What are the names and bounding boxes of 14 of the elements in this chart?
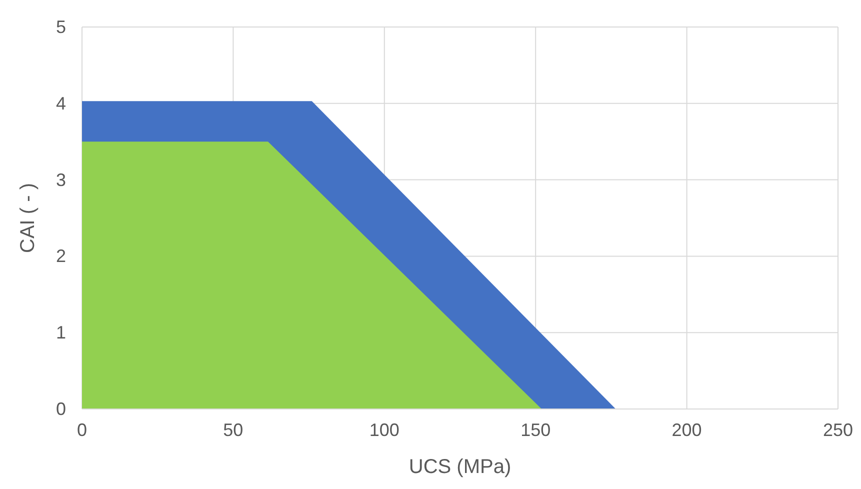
- y-tick-label: 0: [56, 399, 66, 419]
- y-tick-label: 3: [56, 170, 66, 190]
- x-tick-label: 50: [223, 420, 244, 440]
- y-tick-label: 2: [56, 246, 66, 266]
- x-tick-label: 200: [672, 420, 702, 440]
- x-tick-label: 100: [369, 420, 400, 440]
- y-tick-label: 5: [56, 17, 66, 37]
- y-axis-title: CAI ( - ): [17, 183, 39, 253]
- x-axis-title: UCS (MPa): [408, 456, 512, 478]
- y-tick-label: 4: [56, 93, 66, 114]
- x-tick-label: 0: [76, 420, 88, 440]
- x-tick-label: 250: [822, 420, 854, 440]
- y-tick-label: 1: [56, 322, 66, 343]
- x-tick-label: 150: [520, 420, 551, 440]
